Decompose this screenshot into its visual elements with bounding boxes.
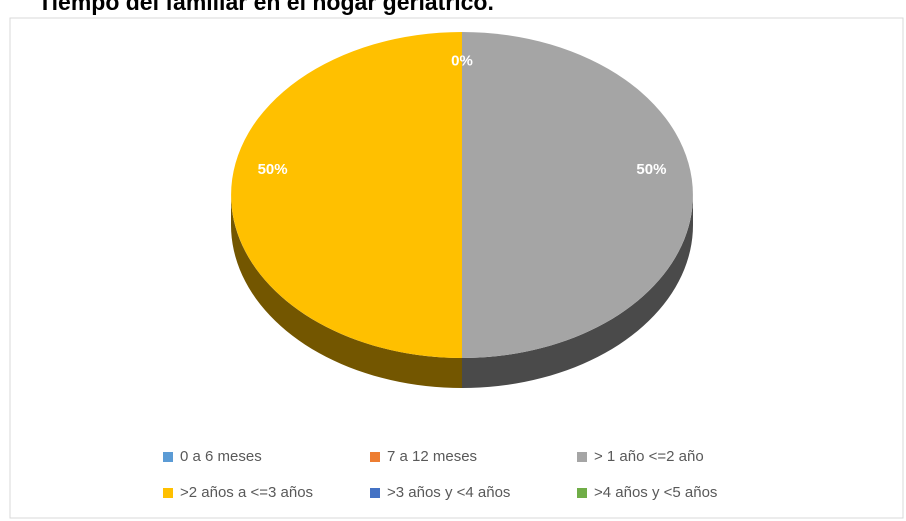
data-label: 0% — [451, 52, 473, 69]
legend-label: 0 a 6 meses — [180, 448, 262, 465]
legend-swatch — [577, 452, 587, 462]
legend-swatch — [370, 488, 380, 498]
legend-label: >2 años a <=3 años — [180, 484, 313, 501]
slice — [231, 32, 462, 358]
slice-side — [462, 195, 693, 388]
legend-swatch — [163, 452, 173, 462]
chart-title: Tiempo del familiar en el hogar geriátri… — [38, 0, 494, 15]
legend-swatch — [370, 452, 380, 462]
slice — [462, 32, 693, 358]
data-label: 50% — [258, 161, 288, 178]
legend-label: >4 años y <5 años — [594, 484, 717, 501]
legend-swatch — [163, 488, 173, 498]
legend-label: >3 años y <4 años — [387, 484, 510, 501]
legend-swatch — [577, 488, 587, 498]
legend-label: 7 a 12 meses — [387, 448, 477, 465]
data-label: 50% — [636, 161, 666, 178]
legend-label: > 1 año <=2 año — [594, 448, 704, 465]
slice-side — [231, 195, 462, 388]
